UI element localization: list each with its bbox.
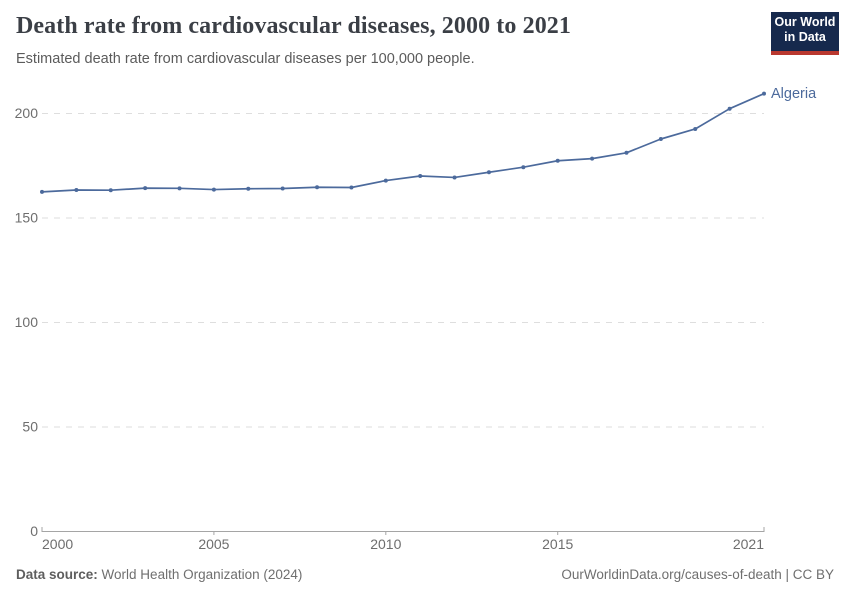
data-point[interactable]	[211, 187, 216, 192]
y-tick-label: 150	[15, 210, 39, 226]
data-source-label: Data source:	[16, 567, 98, 582]
y-tick-label: 100	[15, 314, 39, 330]
data-point[interactable]	[418, 173, 423, 178]
page-title: Death rate from cardiovascular diseases,…	[16, 13, 572, 39]
chart-subtitle: Estimated death rate from cardiovascular…	[16, 51, 475, 67]
data-point[interactable]	[658, 136, 663, 141]
y-tick-label: 200	[15, 105, 39, 121]
x-axis-line	[41, 527, 765, 532]
data-point[interactable]	[315, 185, 320, 190]
data-point[interactable]	[349, 185, 354, 190]
data-point[interactable]	[143, 186, 148, 191]
credit-link: OurWorldinData.org/causes-of-death | CC …	[561, 567, 834, 582]
data-source-value: World Health Organization (2024)	[101, 567, 303, 582]
data-point[interactable]	[727, 106, 732, 111]
data-point[interactable]	[590, 156, 595, 161]
data-point[interactable]	[624, 150, 629, 155]
data-source: Data source: World Health Organization (…	[16, 567, 302, 582]
owid-logo: Our World in Data	[771, 12, 839, 55]
data-point[interactable]	[246, 186, 251, 191]
data-point[interactable]	[762, 91, 766, 96]
chart-footer: Data source: World Health Organization (…	[16, 567, 834, 582]
data-point[interactable]	[383, 178, 388, 183]
owid-logo-line1: Our World	[774, 15, 836, 29]
data-point[interactable]	[486, 170, 491, 175]
data-point[interactable]	[74, 187, 79, 192]
x-tick-label: 2010	[370, 536, 401, 552]
data-point[interactable]	[108, 188, 113, 193]
data-point[interactable]	[521, 165, 526, 170]
x-tick-label: 2000	[42, 536, 73, 552]
series-end-label: Algeria	[771, 86, 817, 102]
owid-logo-line2: in Data	[784, 30, 826, 44]
data-point[interactable]	[693, 126, 698, 131]
data-point[interactable]	[555, 158, 560, 163]
x-tick-label: 2015	[542, 536, 573, 552]
series-line-algeria[interactable]	[41, 92, 765, 193]
y-tick-label: 50	[22, 419, 38, 435]
y-tick-label: 0	[30, 523, 38, 539]
data-point[interactable]	[280, 186, 285, 191]
x-tick-label: 2005	[198, 536, 229, 552]
data-point[interactable]	[452, 175, 457, 180]
data-point[interactable]	[40, 189, 44, 194]
x-tick-label: 2021	[733, 536, 764, 552]
data-point[interactable]	[177, 186, 182, 191]
